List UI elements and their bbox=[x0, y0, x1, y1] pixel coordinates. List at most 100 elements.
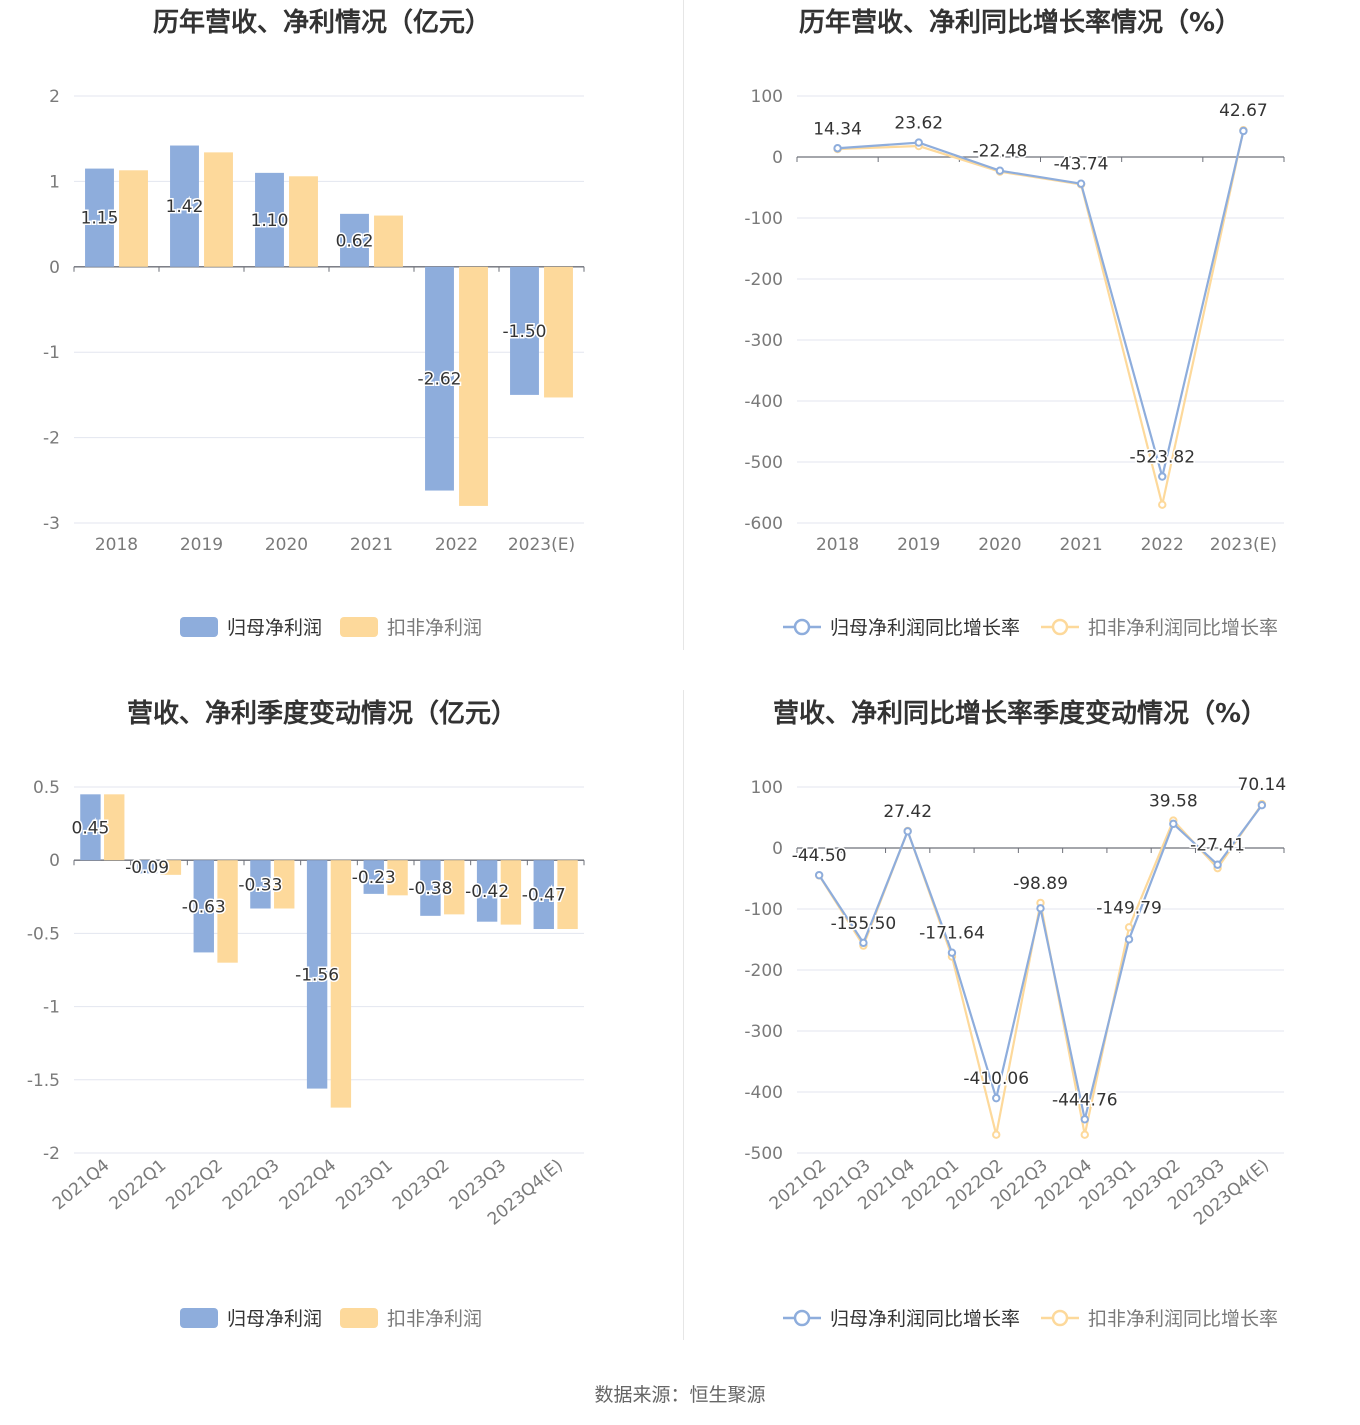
legend: 归母净利润 扣非净利润 bbox=[180, 1308, 482, 1330]
bar-a bbox=[476, 860, 498, 922]
bar-a bbox=[510, 266, 539, 395]
data-label: 0.45 bbox=[72, 818, 110, 838]
bar-b bbox=[374, 215, 403, 267]
bar-a bbox=[85, 168, 114, 267]
legend-marker bbox=[1051, 618, 1069, 636]
y-tick-label: 1 bbox=[49, 172, 60, 192]
y-tick-label: -1.5 bbox=[27, 1071, 60, 1091]
bar-a bbox=[250, 860, 271, 909]
chart-svg: 历年营收、净利同比增长率情况（%） 100 0 -100 -200 -300 -400 -50… bbox=[744, 7, 1285, 639]
series-point-a bbox=[914, 138, 923, 147]
legend-label: 扣非净利润同比增长率 bbox=[1088, 617, 1278, 639]
series-point-a bbox=[859, 938, 868, 948]
y-tick-label: -300 bbox=[744, 1022, 783, 1042]
y-tick-label: -500 bbox=[744, 453, 783, 473]
y-tick-label: 100 bbox=[751, 778, 783, 798]
legend-marker bbox=[793, 618, 811, 636]
y-tick-label: 2 bbox=[49, 87, 60, 107]
data-label: -22.48 bbox=[973, 142, 1028, 162]
legend-marker bbox=[1051, 1309, 1069, 1327]
data-label: 23.62 bbox=[894, 114, 943, 134]
legend-label: 归母净利润同比增长率 bbox=[830, 617, 1020, 639]
bar-a bbox=[136, 860, 158, 874]
series-point-b bbox=[992, 1130, 1001, 1139]
chart-svg: 营收、净利同比增长率季度变动情况（%） 100 0 -100 -200 -300 -400 -… bbox=[744, 698, 1287, 1330]
data-label: 39.58 bbox=[1149, 792, 1198, 812]
data-label: 1.42 bbox=[166, 197, 204, 217]
data-label: -0.38 bbox=[408, 879, 452, 899]
data-label: -2.62 bbox=[418, 370, 462, 390]
x-tick-label: 2022Q4 bbox=[276, 1156, 341, 1215]
series-point-a bbox=[833, 144, 842, 153]
y-tick-label: -600 bbox=[744, 514, 783, 534]
data-label: -0.09 bbox=[125, 858, 169, 878]
data-label: -0.63 bbox=[182, 897, 226, 917]
bar-b bbox=[444, 860, 465, 915]
legend-label: 扣非净利润同比增长率 bbox=[1088, 1308, 1278, 1330]
x-tick-label: 2018 bbox=[816, 535, 859, 555]
chart-title: 历年营收、净利同比增长率情况（%） bbox=[799, 7, 1241, 38]
bar-b bbox=[557, 860, 578, 930]
chart-svg: 历年营收、净利情况（亿元） 2 1 0 -1 -2 -3 2018 2019 2020 2021 20… bbox=[43, 7, 585, 639]
chart-title: 营收、净利同比增长率季度变动情况（%） bbox=[773, 698, 1267, 729]
legend-swatch bbox=[340, 617, 378, 637]
bar-a bbox=[170, 145, 199, 267]
series-point-a bbox=[814, 870, 824, 880]
series-point-b bbox=[1158, 500, 1167, 509]
data-label: 70.14 bbox=[1238, 775, 1287, 795]
data-label: -171.64 bbox=[919, 924, 985, 944]
data-source: 数据来源：恒生聚源 bbox=[0, 1380, 1360, 1407]
bar-a bbox=[193, 860, 214, 953]
data-label: -0.23 bbox=[352, 868, 396, 888]
bar-b bbox=[289, 176, 318, 267]
series-point-a bbox=[1036, 904, 1045, 913]
bar-b bbox=[387, 860, 408, 896]
data-label: -98.89 bbox=[1013, 874, 1068, 894]
data-label: -0.33 bbox=[238, 875, 282, 895]
bar-b bbox=[204, 152, 233, 267]
y-tick-label: -1 bbox=[43, 998, 60, 1018]
quarterly-growth-chart: 营收、净利同比增长率季度变动情况（%） 100 0 -100 -200 -300 -400 -… bbox=[680, 690, 1360, 1380]
data-label: -149.79 bbox=[1096, 898, 1162, 918]
y-tick-label: 0 bbox=[49, 851, 60, 871]
bar-b bbox=[544, 266, 573, 398]
series-point-a bbox=[1080, 1115, 1089, 1124]
series-point-a bbox=[995, 166, 1005, 175]
y-tick-label: 0 bbox=[772, 148, 783, 168]
y-tick-label: 0 bbox=[772, 839, 783, 859]
data-label: -1.50 bbox=[503, 322, 547, 342]
bar-b bbox=[500, 860, 522, 925]
data-label: -44.50 bbox=[792, 846, 847, 866]
data-label: -444.76 bbox=[1052, 1090, 1118, 1110]
x-tick-label: 2021 bbox=[1059, 535, 1102, 555]
bar-a bbox=[533, 860, 554, 930]
x-tick-label: 2018 bbox=[95, 535, 138, 555]
legend-label: 扣非净利润 bbox=[387, 617, 482, 639]
data-source-value: 恒生聚源 bbox=[689, 1384, 766, 1406]
x-tick-label: 2022 bbox=[435, 535, 478, 555]
x-tick-label: 2023Q1 bbox=[332, 1156, 397, 1215]
y-tick-label: -100 bbox=[744, 900, 783, 920]
x-tick-label: 2023(E) bbox=[1210, 535, 1277, 555]
bar-b bbox=[459, 266, 488, 506]
x-tick-label: 2021 bbox=[350, 535, 393, 555]
chart-title: 营收、净利季度变动情况（亿元） bbox=[127, 698, 517, 729]
y-tick-label: -3 bbox=[43, 514, 60, 534]
series-point-a bbox=[1158, 472, 1167, 481]
legend: 归母净利润同比增长率 扣非净利润同比增长率 bbox=[783, 617, 1278, 639]
bar-a bbox=[420, 860, 441, 916]
divider-top bbox=[683, 0, 684, 650]
legend: 归母净利润同比增长率 扣非净利润同比增长率 bbox=[783, 1308, 1278, 1330]
y-tick-label: -0.5 bbox=[27, 924, 60, 944]
data-label: -0.47 bbox=[522, 886, 566, 906]
legend-swatch bbox=[180, 617, 218, 637]
legend-marker bbox=[793, 1309, 811, 1327]
data-label: -0.42 bbox=[465, 882, 509, 902]
divider-bottom bbox=[683, 690, 684, 1340]
x-tick-label: 2021Q4 bbox=[49, 1156, 114, 1215]
series-point-a bbox=[903, 827, 912, 836]
data-label: 14.34 bbox=[813, 119, 862, 139]
y-tick-label: -400 bbox=[744, 1083, 783, 1103]
bar-b bbox=[160, 860, 182, 875]
series-point-b bbox=[1080, 1130, 1089, 1139]
